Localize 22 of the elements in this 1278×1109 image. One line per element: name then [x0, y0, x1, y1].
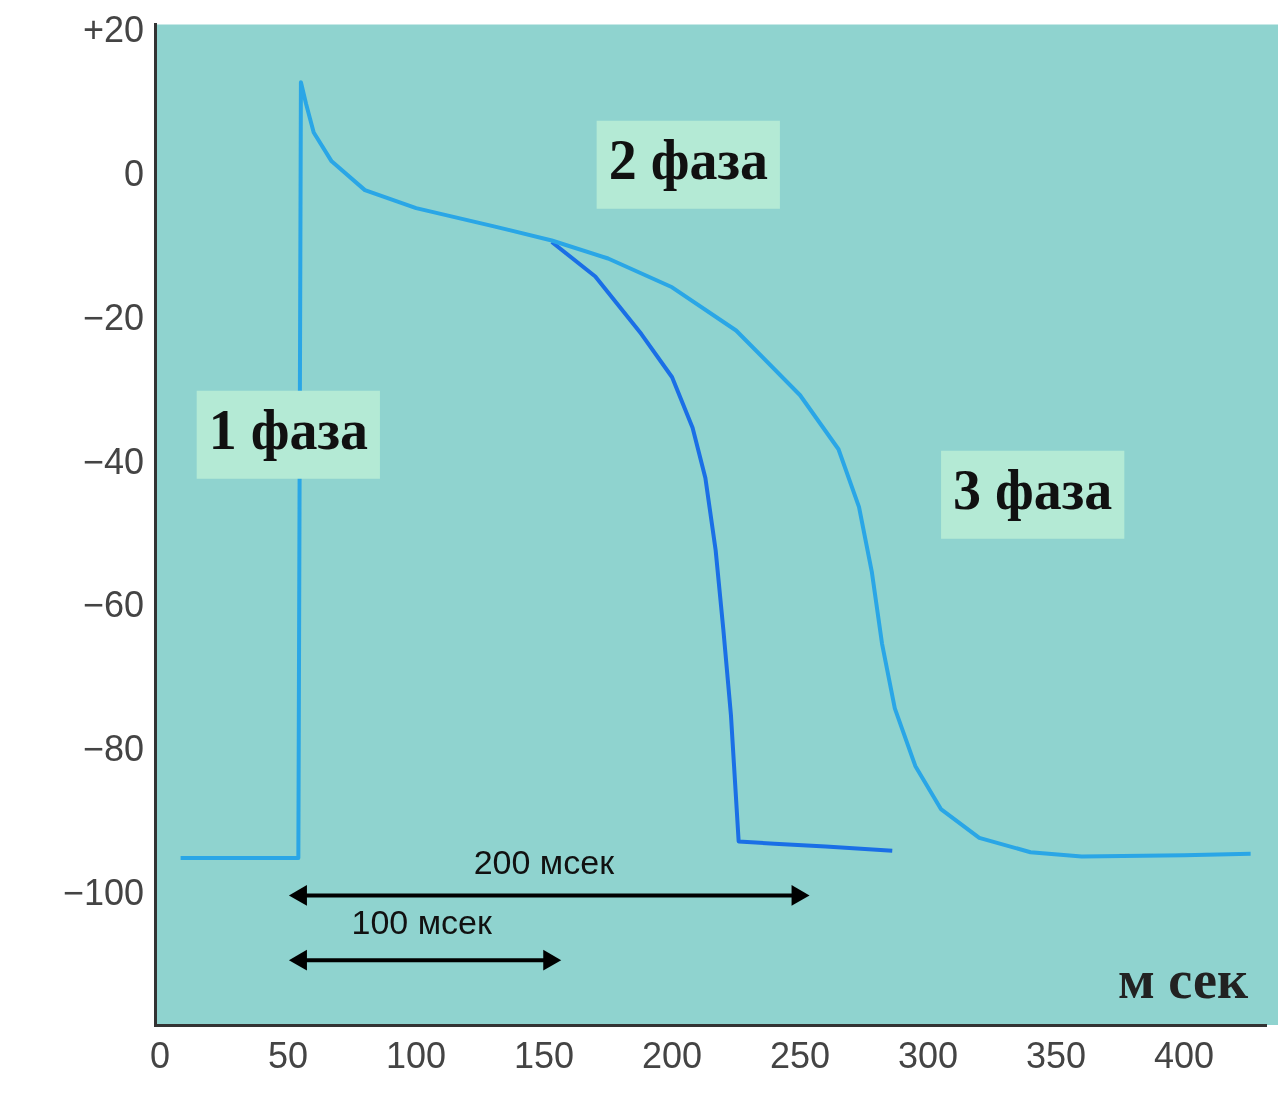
x-tick-label: 300: [898, 1034, 959, 1076]
x-tick-label: 200: [642, 1034, 703, 1076]
x-tick-label: 350: [1026, 1034, 1087, 1076]
x-tick-label: 50: [268, 1034, 309, 1076]
x-tick-label: 250: [770, 1034, 831, 1076]
annotation: 3 фаза: [953, 459, 1113, 522]
annotation: 2 фаза: [608, 129, 768, 192]
annotation: 200 мсек: [473, 843, 616, 882]
x-tick-label: 0: [150, 1034, 171, 1076]
x-axis-title: м сек: [1118, 949, 1249, 1010]
x-tick-label: 150: [514, 1034, 575, 1076]
y-tick-label: −60: [82, 584, 144, 626]
y-tick-label: −80: [82, 728, 144, 770]
y-tick-label: −100: [62, 872, 144, 914]
y-tick-label: 0: [123, 152, 144, 194]
annotation: 1 фаза: [208, 399, 368, 462]
annotation: 100 мсек: [351, 903, 493, 942]
y-tick-label: −40: [82, 440, 144, 482]
y-tick-label: −20: [82, 296, 144, 338]
y-tick-label: +20: [82, 8, 144, 50]
x-tick-label: 100: [386, 1034, 447, 1076]
x-tick-label: 400: [1154, 1034, 1215, 1076]
